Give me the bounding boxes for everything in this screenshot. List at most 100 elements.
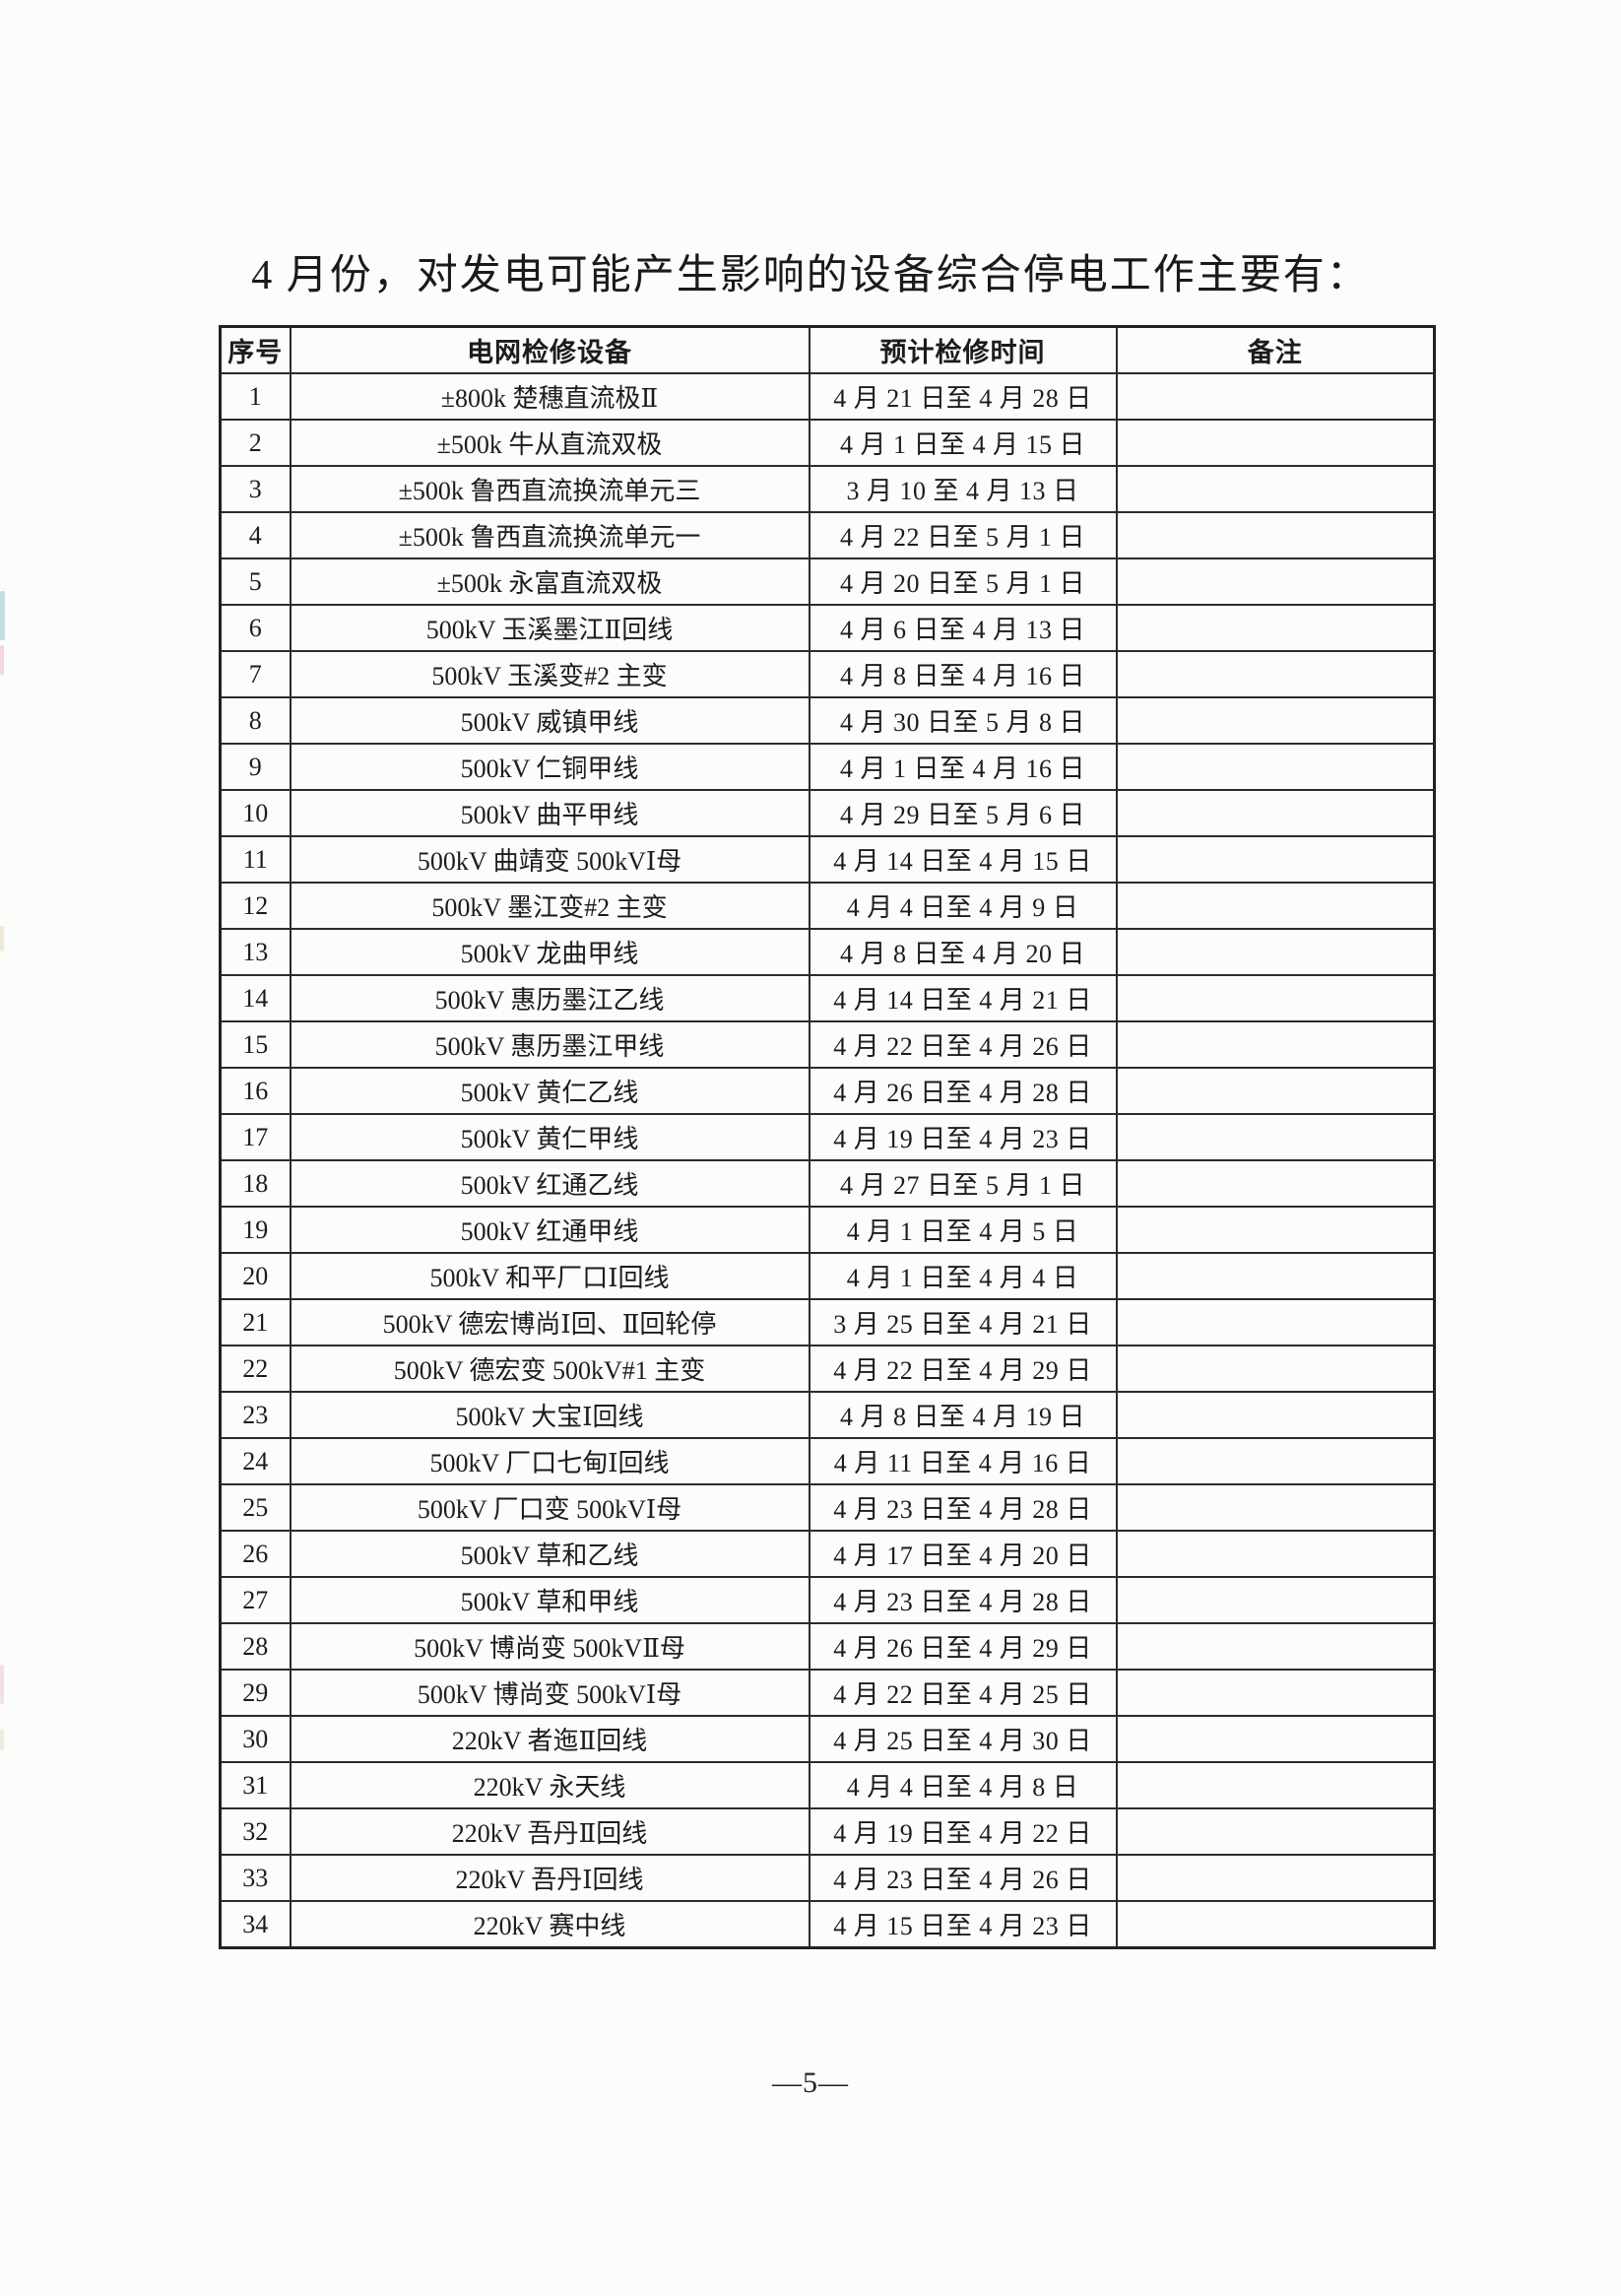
remark-cell xyxy=(1115,1900,1436,1949)
time-cell: 4 月 30 日至 5 月 8 日 xyxy=(808,696,1118,745)
equipment-cell: ±500k 鲁西直流换流单元三 xyxy=(289,465,810,513)
row-index-cell: 17 xyxy=(219,1113,292,1161)
remark-cell xyxy=(1115,1669,1436,1717)
equipment-cell: 500kV 厂口七甸Ⅰ回线 xyxy=(289,1437,810,1485)
time-cell: 4 月 29 日至 5 月 6 日 xyxy=(808,789,1118,837)
remark-cell xyxy=(1115,1159,1436,1208)
remark-cell xyxy=(1115,1576,1436,1624)
table-row: 11 500kV 曲靖变 500kVⅠ母 4 月 14 日至 4 月 15 日 xyxy=(219,835,1436,884)
equipment-cell: 500kV 墨江变#2 主变 xyxy=(289,882,810,930)
time-cell: 4 月 23 日至 4 月 28 日 xyxy=(808,1483,1118,1532)
equipment-cell: 220kV 永天线 xyxy=(289,1761,810,1809)
table-header-row: 序号 电网检修设备 预计检修时间 备注 xyxy=(219,325,1436,374)
time-cell: 4 月 22 日至 4 月 26 日 xyxy=(808,1020,1118,1069)
equipment-cell: 500kV 德宏博尚Ⅰ回、Ⅱ回轮停 xyxy=(289,1298,810,1346)
time-cell: 4 月 22 日至 4 月 25 日 xyxy=(808,1669,1118,1717)
time-cell: 4 月 22 日至 5 月 1 日 xyxy=(808,511,1118,559)
remark-cell xyxy=(1115,419,1436,467)
remark-cell xyxy=(1115,1345,1436,1393)
equipment-cell: 500kV 玉溪变#2 主变 xyxy=(289,650,810,698)
table-row: 9 500kV 仁铜甲线 4 月 1 日至 4 月 16 日 xyxy=(219,743,1436,791)
row-index-cell: 21 xyxy=(219,1298,292,1346)
equipment-cell: 500kV 博尚变 500kVⅡ母 xyxy=(289,1622,810,1671)
row-index-cell: 15 xyxy=(219,1020,292,1069)
equipment-cell: 500kV 和平厂口Ⅰ回线 xyxy=(289,1252,810,1300)
page-number: —5— xyxy=(772,2066,849,2099)
equipment-cell: ±500k 永富直流双极 xyxy=(289,558,810,606)
time-cell: 4 月 19 日至 4 月 22 日 xyxy=(808,1807,1118,1856)
time-cell: 4 月 8 日至 4 月 16 日 xyxy=(808,650,1118,698)
time-cell: 4 月 1 日至 4 月 16 日 xyxy=(808,743,1118,791)
document-title: 4 月份，对发电可能产生影响的设备综合停电工作主要有： xyxy=(251,253,1370,298)
row-index-cell: 14 xyxy=(219,974,292,1022)
remark-cell xyxy=(1115,1715,1436,1763)
time-cell: 4 月 4 日至 4 月 9 日 xyxy=(808,882,1118,930)
equipment-cell: 500kV 龙曲甲线 xyxy=(289,928,810,976)
remark-cell xyxy=(1115,1530,1436,1578)
time-cell: 4 月 25 日至 4 月 30 日 xyxy=(808,1715,1118,1763)
row-index-cell: 34 xyxy=(219,1900,292,1949)
time-cell: 4 月 6 日至 4 月 13 日 xyxy=(808,604,1118,652)
equipment-cell: 220kV 吾丹Ⅱ回线 xyxy=(289,1807,810,1856)
equipment-cell: 500kV 惠历墨江乙线 xyxy=(289,974,810,1022)
time-cell: 4 月 19 日至 4 月 23 日 xyxy=(808,1113,1118,1161)
equipment-cell: 500kV 惠历墨江甲线 xyxy=(289,1020,810,1069)
time-cell: 4 月 26 日至 4 月 29 日 xyxy=(808,1622,1118,1671)
table-row: 13 500kV 龙曲甲线 4 月 8 日至 4 月 20 日 xyxy=(219,928,1436,976)
table-row: 27 500kV 草和甲线 4 月 23 日至 4 月 28 日 xyxy=(219,1576,1436,1624)
row-index-cell: 19 xyxy=(219,1206,292,1254)
equipment-cell: ±800k 楚穗直流极Ⅱ xyxy=(289,372,810,421)
equipment-cell: 220kV 者迤Ⅱ回线 xyxy=(289,1715,810,1763)
row-index-cell: 2 xyxy=(219,419,292,467)
remark-cell xyxy=(1115,835,1436,884)
scan-artifact xyxy=(0,645,4,675)
remark-cell xyxy=(1115,1020,1436,1069)
table-row: 3 ±500k 鲁西直流换流单元三 3 月 10 至 4 月 13 日 xyxy=(219,465,1436,513)
time-cell: 3 月 10 至 4 月 13 日 xyxy=(808,465,1118,513)
time-cell: 4 月 1 日至 4 月 15 日 xyxy=(808,419,1118,467)
table-row: 2 ±500k 牛从直流双极 4 月 1 日至 4 月 15 日 xyxy=(219,419,1436,467)
equipment-cell: 500kV 草和甲线 xyxy=(289,1576,810,1624)
table-row: 25 500kV 厂口变 500kVⅠ母 4 月 23 日至 4 月 28 日 xyxy=(219,1483,1436,1532)
row-index-cell: 27 xyxy=(219,1576,292,1624)
time-cell: 4 月 8 日至 4 月 19 日 xyxy=(808,1391,1118,1439)
table-row: 33 220kV 吾丹Ⅰ回线 4 月 23 日至 4 月 26 日 xyxy=(219,1854,1436,1902)
table-row: 28 500kV 博尚变 500kVⅡ母 4 月 26 日至 4 月 29 日 xyxy=(219,1622,1436,1671)
table-row: 14 500kV 惠历墨江乙线 4 月 14 日至 4 月 21 日 xyxy=(219,974,1436,1022)
row-index-cell: 33 xyxy=(219,1854,292,1902)
equipment-cell: 500kV 草和乙线 xyxy=(289,1530,810,1578)
remark-cell xyxy=(1115,650,1436,698)
row-index-cell: 24 xyxy=(219,1437,292,1485)
row-index-cell: 23 xyxy=(219,1391,292,1439)
table-row: 10 500kV 曲平甲线 4 月 29 日至 5 月 6 日 xyxy=(219,789,1436,837)
equipment-cell: 500kV 厂口变 500kVⅠ母 xyxy=(289,1483,810,1532)
equipment-cell: 500kV 曲平甲线 xyxy=(289,789,810,837)
equipment-cell: 500kV 仁铜甲线 xyxy=(289,743,810,791)
time-cell: 4 月 15 日至 4 月 23 日 xyxy=(808,1900,1118,1949)
equipment-cell: 220kV 赛中线 xyxy=(289,1900,810,1949)
maintenance-schedule-table: 序号 电网检修设备 预计检修时间 备注 1 ±800k 楚穗直流极Ⅱ 4 月 21 … xyxy=(219,325,1436,1949)
remark-cell xyxy=(1115,1622,1436,1671)
table-row: 24 500kV 厂口七甸Ⅰ回线 4 月 11 日至 4 月 16 日 xyxy=(219,1437,1436,1485)
time-cell: 4 月 23 日至 4 月 28 日 xyxy=(808,1576,1118,1624)
row-index-cell: 20 xyxy=(219,1252,292,1300)
row-index-cell: 10 xyxy=(219,789,292,837)
remark-cell xyxy=(1115,696,1436,745)
time-cell: 4 月 14 日至 4 月 15 日 xyxy=(808,835,1118,884)
time-cell: 4 月 20 日至 5 月 1 日 xyxy=(808,558,1118,606)
row-index-cell: 29 xyxy=(219,1669,292,1717)
row-index-cell: 3 xyxy=(219,465,292,513)
equipment-cell: ±500k 鲁西直流换流单元一 xyxy=(289,511,810,559)
remark-cell xyxy=(1115,465,1436,513)
column-header-time: 预计检修时间 xyxy=(808,325,1118,374)
equipment-cell: 500kV 红通甲线 xyxy=(289,1206,810,1254)
row-index-cell: 8 xyxy=(219,696,292,745)
remark-cell xyxy=(1115,1252,1436,1300)
row-index-cell: 31 xyxy=(219,1761,292,1809)
row-index-cell: 4 xyxy=(219,511,292,559)
time-cell: 4 月 1 日至 4 月 5 日 xyxy=(808,1206,1118,1254)
table-row: 32 220kV 吾丹Ⅱ回线 4 月 19 日至 4 月 22 日 xyxy=(219,1807,1436,1856)
remark-cell xyxy=(1115,1206,1436,1254)
row-index-cell: 18 xyxy=(219,1159,292,1208)
